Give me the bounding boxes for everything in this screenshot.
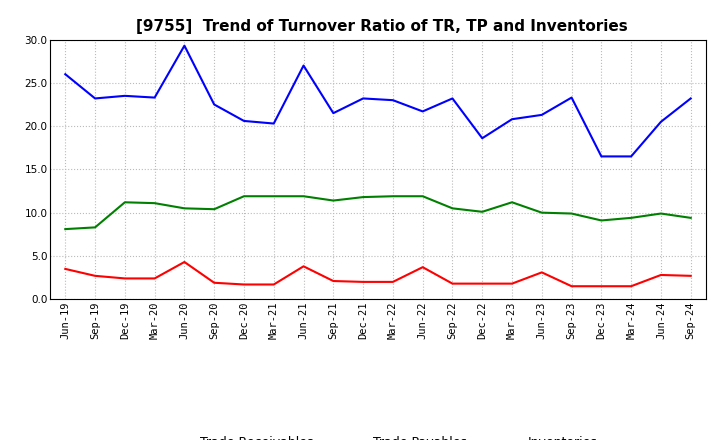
Trade Receivables [240,282,248,287]
Trade Payables [597,154,606,159]
Inventories [150,201,159,206]
Inventories [300,194,308,199]
Trade Payables [567,95,576,100]
Trade Payables [478,136,487,141]
Trade Payables [329,110,338,116]
Trade Receivables [120,276,129,281]
Inventories [61,227,70,232]
Trade Receivables [269,282,278,287]
Inventories [269,194,278,199]
Line: Trade Payables: Trade Payables [66,46,690,156]
Trade Receivables [418,264,427,270]
Trade Payables [61,72,70,77]
Trade Receivables [329,279,338,284]
Trade Receivables [448,281,456,286]
Trade Receivables [627,284,636,289]
Legend: Trade Receivables, Trade Payables, Inventories: Trade Receivables, Trade Payables, Inven… [153,431,603,440]
Trade Receivables [359,279,367,285]
Inventories [448,205,456,211]
Trade Receivables [657,272,665,278]
Trade Payables [448,96,456,101]
Trade Payables [389,98,397,103]
Inventories [538,210,546,215]
Trade Receivables [91,273,99,279]
Trade Payables [210,102,219,107]
Trade Receivables [61,266,70,271]
Trade Payables [627,154,636,159]
Trade Receivables [150,276,159,281]
Trade Payables [180,43,189,48]
Trade Payables [300,63,308,68]
Trade Receivables [686,273,695,279]
Trade Payables [359,96,367,101]
Inventories [597,218,606,223]
Inventories [508,200,516,205]
Trade Payables [150,95,159,100]
Inventories [91,225,99,230]
Trade Payables [91,96,99,101]
Trade Receivables [538,270,546,275]
Trade Payables [538,112,546,117]
Trade Receivables [389,279,397,285]
Inventories [567,211,576,216]
Trade Receivables [210,280,219,286]
Inventories [180,205,189,211]
Trade Receivables [597,284,606,289]
Inventories [478,209,487,214]
Inventories [240,194,248,199]
Trade Payables [657,119,665,125]
Inventories [418,194,427,199]
Trade Payables [240,118,248,124]
Trade Receivables [508,281,516,286]
Inventories [329,198,338,203]
Trade Payables [120,93,129,99]
Trade Payables [686,96,695,101]
Line: Trade Receivables: Trade Receivables [66,262,690,286]
Inventories [627,215,636,220]
Trade Receivables [478,281,487,286]
Inventories [120,200,129,205]
Trade Payables [418,109,427,114]
Text: [9755]  Trend of Turnover Ratio of TR, TP and Inventories: [9755] Trend of Turnover Ratio of TR, TP… [135,19,627,34]
Trade Receivables [567,284,576,289]
Trade Receivables [300,264,308,269]
Inventories [389,194,397,199]
Line: Inventories: Inventories [66,196,690,229]
Inventories [686,215,695,220]
Inventories [359,194,367,200]
Inventories [657,211,665,216]
Trade Payables [508,117,516,122]
Trade Payables [269,121,278,126]
Trade Receivables [180,259,189,264]
Inventories [210,206,219,212]
